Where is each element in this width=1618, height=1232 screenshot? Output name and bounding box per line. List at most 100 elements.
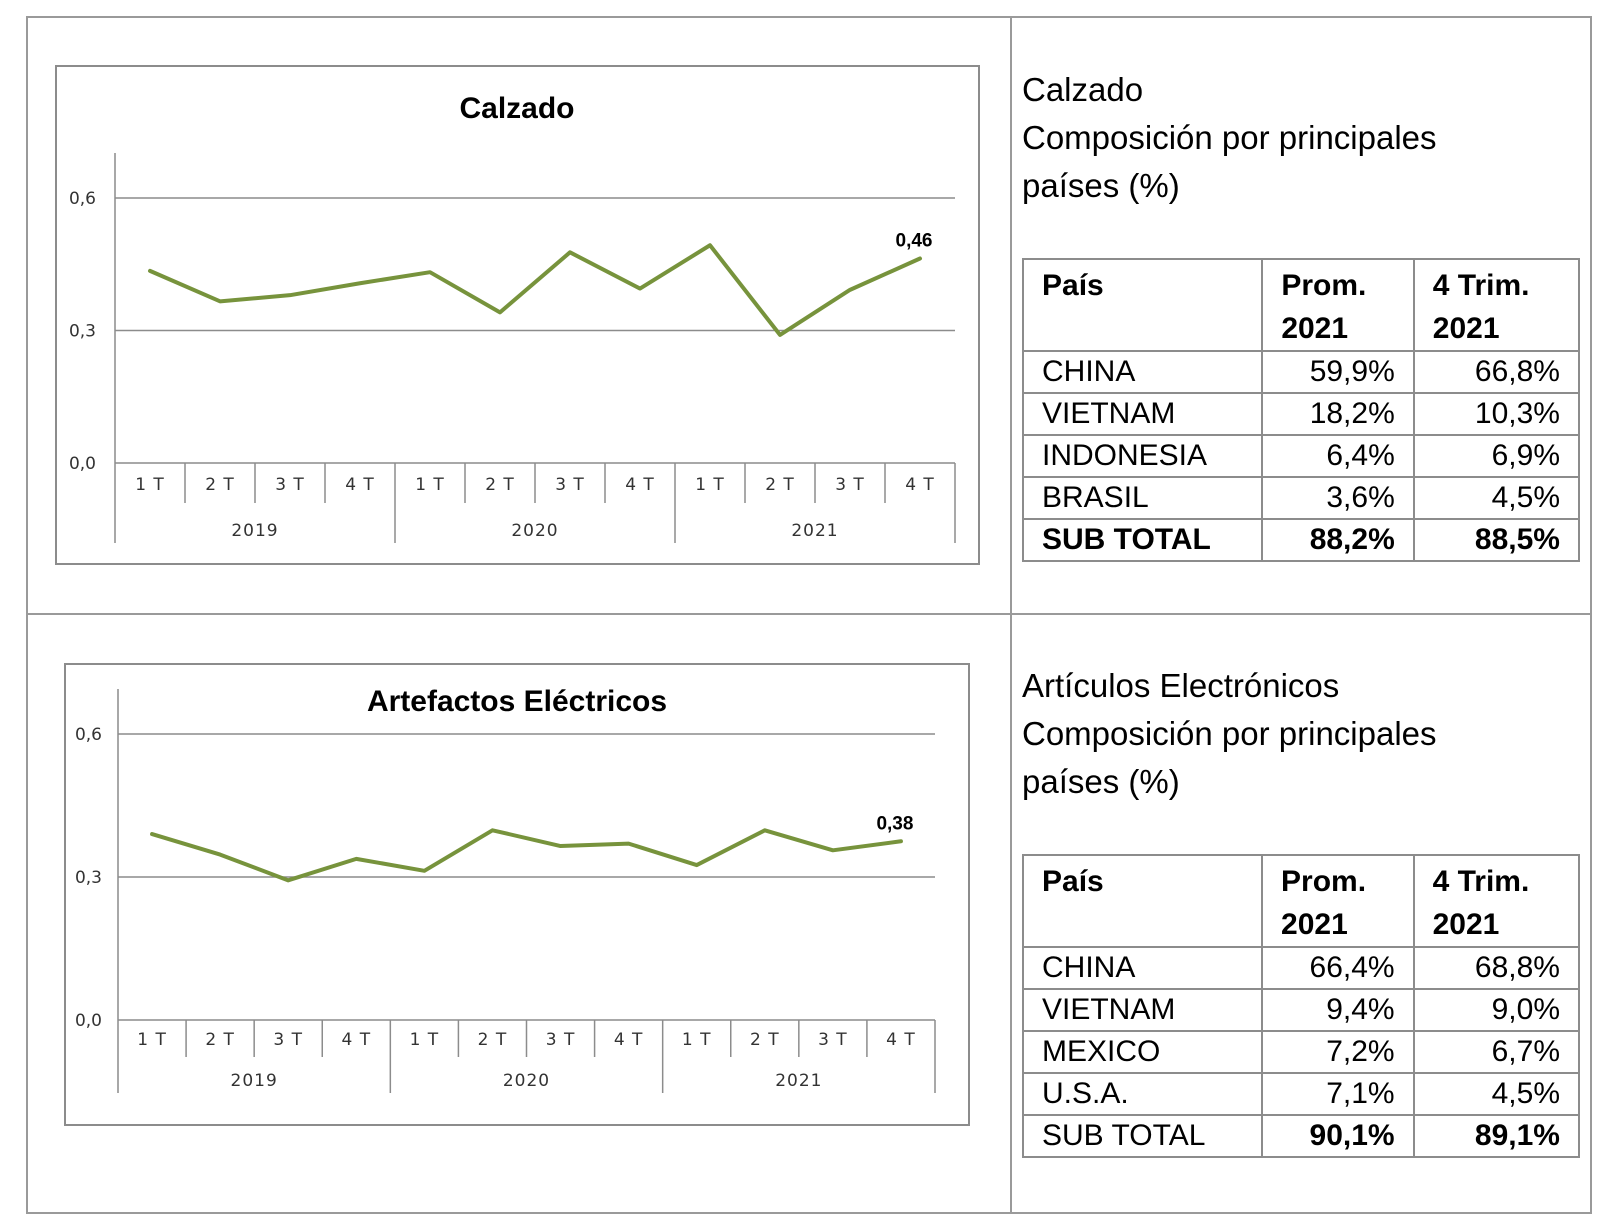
x-tick-label: 3 T (818, 1030, 848, 1050)
country-cell: CHINA (1021, 946, 1264, 990)
prom-cell: 7,2% (1261, 1030, 1415, 1074)
country-cell: MEXICO (1021, 1030, 1264, 1074)
x-tick-label: 2 T (478, 1030, 508, 1050)
year-label: 2020 (511, 521, 558, 541)
year-label: 2019 (231, 521, 278, 541)
trim-cell: 4,5% (1412, 476, 1581, 520)
panel-title: Artículos Electrónicos Composición por p… (1022, 662, 1437, 806)
subtotal-prom: 90,1% (1261, 1114, 1415, 1158)
x-tick-label: 1 T (137, 1030, 167, 1050)
header-prom: Prom. 2021 (1261, 258, 1415, 352)
chart-title: Calzado (459, 92, 574, 125)
country-cell: VIETNAM (1021, 988, 1264, 1032)
prom-cell: 7,1% (1261, 1072, 1415, 1116)
subtotal-trim: 88,5% (1412, 518, 1581, 562)
y-tick-label: 0,0 (75, 1011, 102, 1031)
plot-area: 0,0 0,3 0,6 1 T 2 T 3 T 4 T 1 T 2 T 3 T 4 T 1 T 2 T 3… (69, 153, 956, 543)
series-line (150, 828, 903, 883)
year-label: 2021 (791, 521, 838, 541)
x-tick-label: 2 T (485, 475, 515, 495)
header-trim: 4 Trim. 2021 (1412, 854, 1581, 948)
trim-cell: 68,8% (1412, 946, 1581, 990)
x-tick-label: 3 T (275, 475, 305, 495)
trim-cell: 66,8% (1412, 350, 1581, 394)
country-cell: CHINA (1021, 350, 1264, 394)
table-row: BRASIL 3,6% 4,5% (1021, 476, 1581, 520)
y-tick-label: 0,0 (69, 454, 96, 474)
prom-cell: 9,4% (1261, 988, 1415, 1032)
x-tick-label: 3 T (273, 1030, 303, 1050)
table-row: VIETNAM 18,2% 10,3% (1021, 392, 1581, 436)
trim-cell: 6,9% (1412, 434, 1581, 478)
panel-title: Calzado Composición por principales país… (1022, 66, 1437, 210)
x-tick-label: 4 T (905, 475, 935, 495)
trim-cell: 4,5% (1412, 1072, 1581, 1116)
calzado-chart: Calzado 0,0 0,3 0,6 1 T 2 T 3 T 4 T 1 T 2 T 3 T 4 … (55, 65, 980, 565)
x-tick-label: 1 T (415, 475, 445, 495)
composition-table: País Prom. 2021 4 Trim. 2021 CHINA 59,9% 6… (1021, 258, 1581, 562)
panel-title-line: Composición por principales (1022, 119, 1437, 156)
table-row: U.S.A. 7,1% 4,5% (1021, 1072, 1581, 1116)
x-tick-label: 2 T (765, 475, 795, 495)
subtotal-label: SUB TOTAL (1021, 1114, 1264, 1158)
artefactos-chart: Artefactos Eléctricos 0,0 0,3 0,6 1 T 2 T 3 T… (64, 663, 970, 1126)
x-tick-label: 3 T (546, 1030, 576, 1050)
table-row: CHINA 66,4% 68,8% (1021, 946, 1581, 990)
y-tick-label: 0,6 (75, 725, 102, 745)
trim-cell: 9,0% (1412, 988, 1581, 1032)
country-cell: BRASIL (1021, 476, 1264, 520)
country-cell: VIETNAM (1021, 392, 1264, 436)
header-trim: 4 Trim. 2021 (1412, 258, 1581, 352)
chart-frame (55, 65, 980, 565)
subtotal-label: SUB TOTAL (1021, 518, 1264, 562)
x-tick-label: 1 T (410, 1030, 440, 1050)
composition-table: País Prom. 2021 4 Trim. 2021 CHINA 66,4% 6… (1021, 854, 1581, 1158)
prom-cell: 18,2% (1261, 392, 1415, 436)
plot-area: 0,0 0,3 0,6 1 T 2 T 3 T 4 T 1 T 2 T 3 T 4 T 1 T 2 T 3… (75, 689, 936, 1093)
prom-cell: 66,4% (1261, 946, 1415, 990)
trim-cell: 6,7% (1412, 1030, 1581, 1074)
vertical-divider (1010, 16, 1012, 1214)
chart-frame (64, 663, 970, 1126)
year-label: 2021 (775, 1071, 822, 1091)
panel-title-line: países (%) (1022, 763, 1180, 800)
table-row: INDONESIA 6,4% 6,9% (1021, 434, 1581, 478)
panel-title-line: Calzado (1022, 71, 1144, 108)
table-header-row: País Prom. 2021 4 Trim. 2021 (1021, 854, 1581, 948)
x-tick-label: 3 T (555, 475, 585, 495)
subtotal-trim: 89,1% (1412, 1114, 1581, 1158)
subtotal-row: SUB TOTAL 90,1% 89,1% (1021, 1114, 1581, 1158)
x-tick-label: 2 T (750, 1030, 780, 1050)
data-label: 0,46 (896, 231, 933, 252)
x-tick-label: 4 T (341, 1030, 371, 1050)
year-label: 2019 (231, 1071, 278, 1091)
y-tick-label: 0,3 (69, 322, 96, 342)
y-tick-label: 0,6 (69, 189, 96, 209)
panel-title-line: países (%) (1022, 167, 1180, 204)
series-line (148, 243, 922, 337)
panel-title-line: Artículos Electrónicos (1022, 667, 1340, 704)
trim-cell: 10,3% (1412, 392, 1581, 436)
x-tick-label: 4 T (625, 475, 655, 495)
x-tick-label: 4 T (614, 1030, 644, 1050)
table-row: VIETNAM 9,4% 9,0% (1021, 988, 1581, 1032)
header-pais: País (1021, 854, 1264, 948)
horizontal-divider (26, 613, 1592, 615)
subtotal-prom: 88,2% (1261, 518, 1415, 562)
panel-title-line: Composición por principales (1022, 715, 1437, 752)
prom-cell: 59,9% (1261, 350, 1415, 394)
x-tick-label: 1 T (682, 1030, 712, 1050)
x-tick-label: 3 T (835, 475, 865, 495)
table-header-row: País Prom. 2021 4 Trim. 2021 (1021, 258, 1581, 352)
header-pais: País (1021, 258, 1264, 352)
country-cell: U.S.A. (1021, 1072, 1264, 1116)
chart-title: Artefactos Eléctricos (367, 685, 667, 718)
x-tick-label: 1 T (135, 475, 165, 495)
data-label: 0,38 (876, 813, 913, 834)
outer-frame (26, 16, 1592, 1214)
year-label: 2020 (503, 1071, 550, 1091)
x-tick-label: 4 T (345, 475, 375, 495)
x-tick-label: 2 T (205, 475, 235, 495)
x-tick-label: 4 T (886, 1030, 916, 1050)
table-row: MEXICO 7,2% 6,7% (1021, 1030, 1581, 1074)
